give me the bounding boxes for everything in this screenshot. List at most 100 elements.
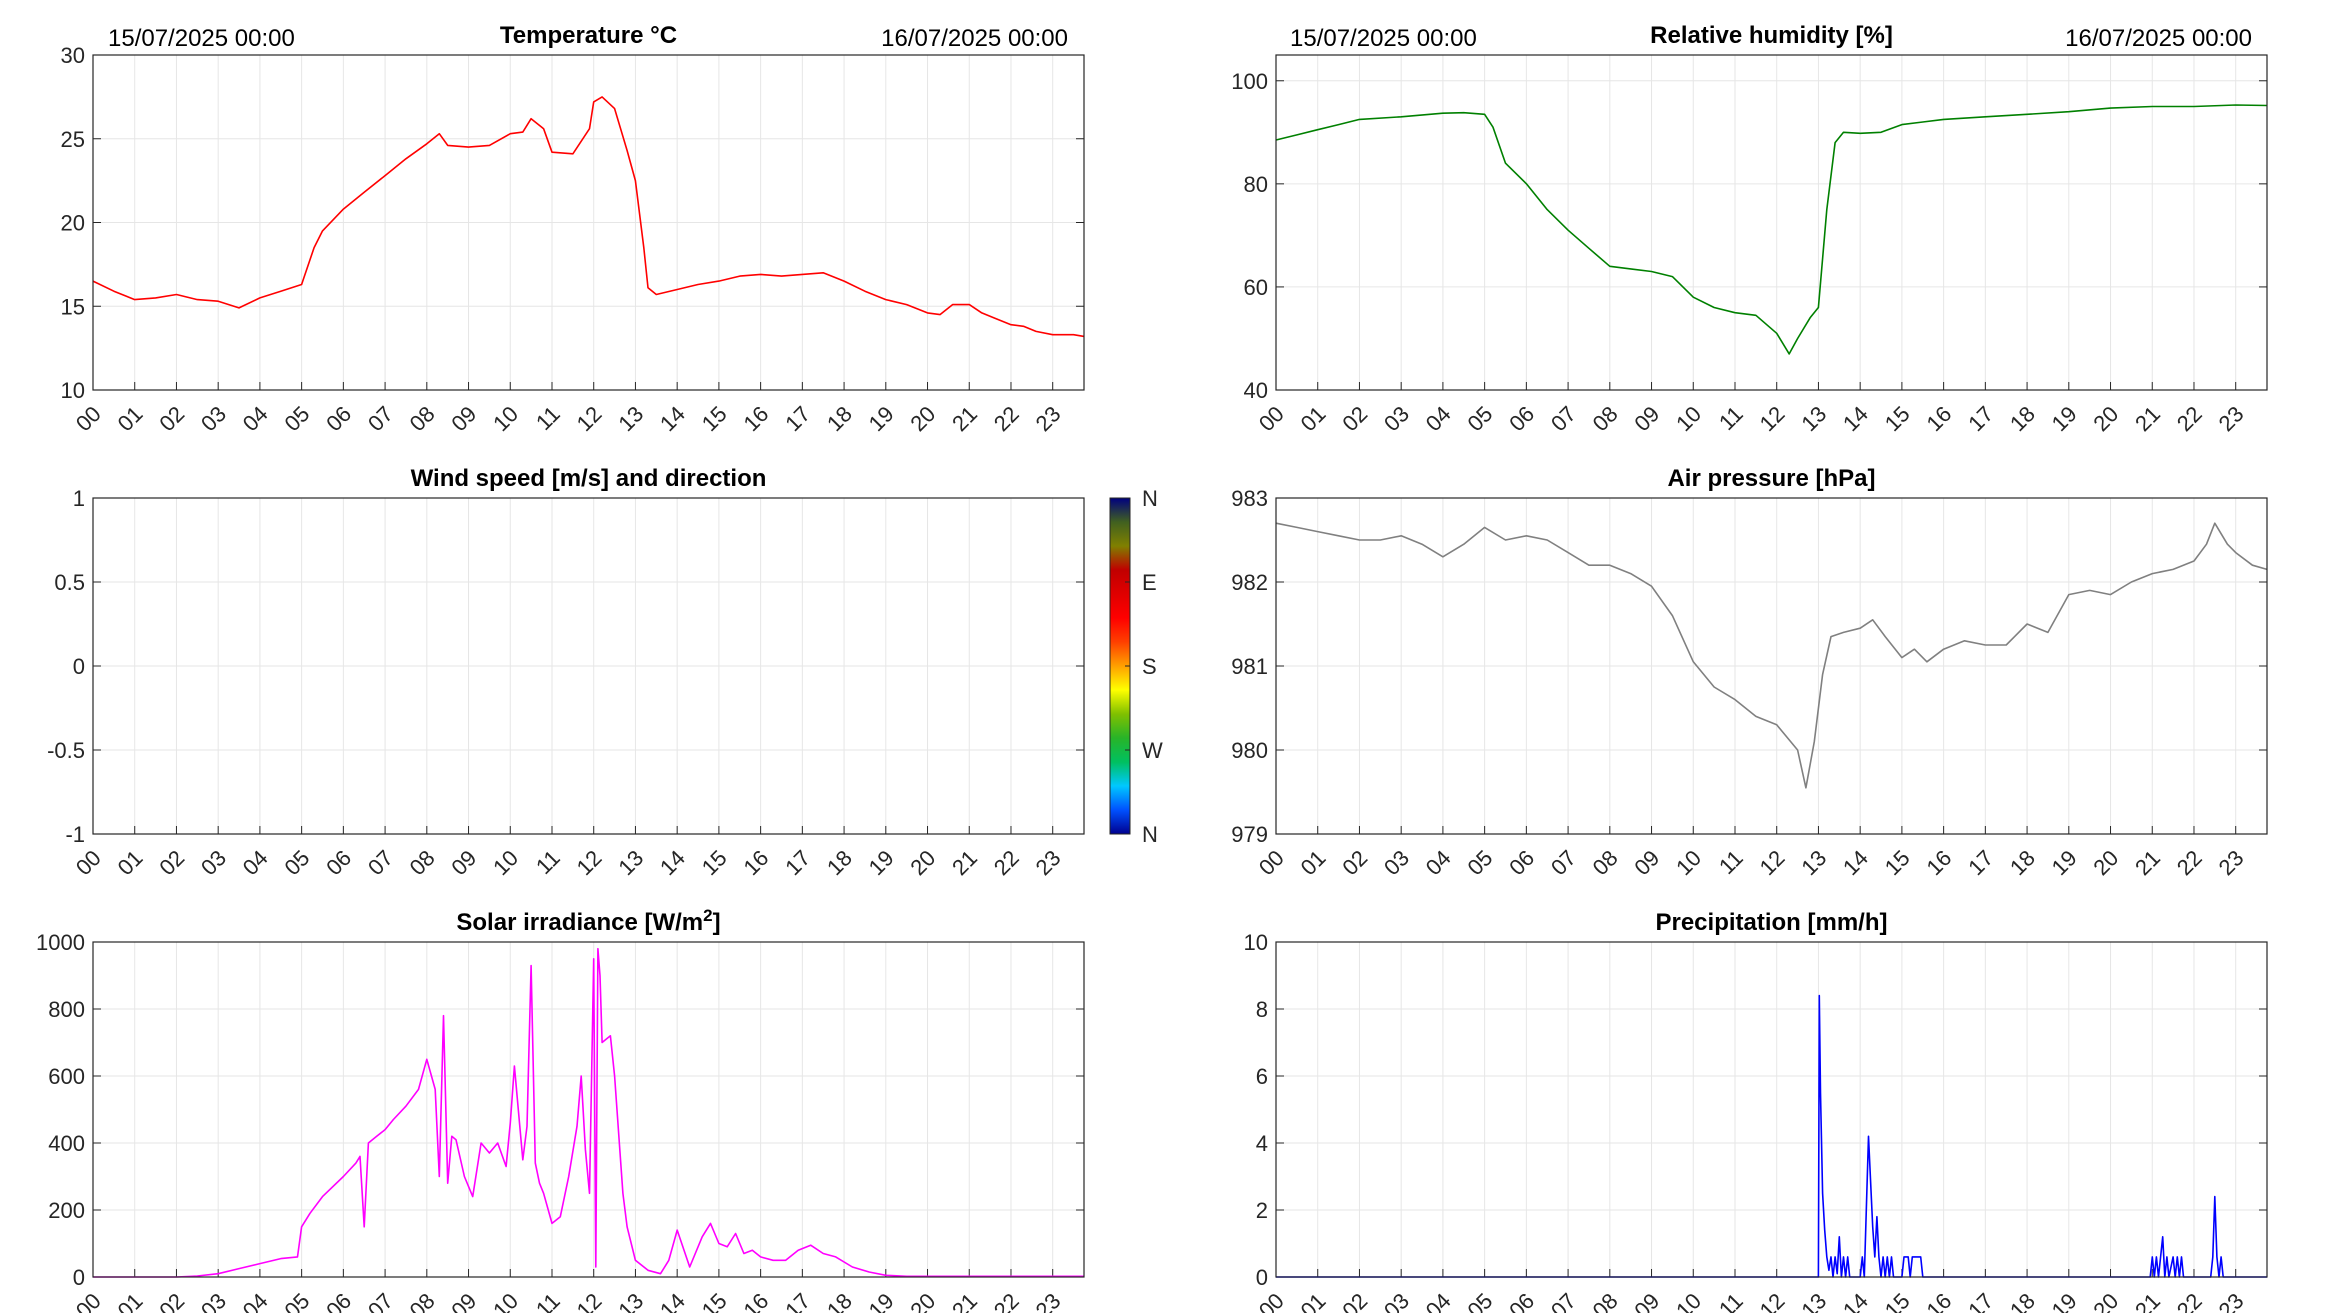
- temperature-xtick-label: 06: [321, 401, 356, 436]
- temperature-xtick-label: 23: [1031, 401, 1066, 436]
- solar-xtick-label: 09: [446, 1288, 481, 1313]
- precipitation-xtick-label: 22: [2172, 1288, 2207, 1313]
- temperature-xtick-label: 01: [113, 401, 148, 436]
- temperature-xtick-label: 18: [822, 401, 857, 436]
- humidity-xtick-label: 02: [1337, 401, 1372, 436]
- wind-ytick-label: -0.5: [47, 738, 85, 763]
- solar-xtick-label: 23: [1031, 1288, 1066, 1313]
- precipitation-xtick-label: 05: [1462, 1288, 1497, 1313]
- pressure-xtick-label: 08: [1588, 845, 1623, 880]
- wind-xtick-label: 08: [405, 845, 440, 880]
- wind-xtick-label: 16: [738, 845, 773, 880]
- humidity-ytick-label: 40: [1244, 378, 1268, 403]
- temperature-xtick-label: 07: [363, 401, 398, 436]
- humidity-panel: 15/07/2025 00:00 16/07/2025 00:00 00 01 02…: [1231, 22, 2268, 436]
- solar-title-sup: 2: [703, 906, 712, 925]
- pressure-xtick-label: 20: [2088, 845, 2123, 880]
- humidity-date-end: 16/07/2025 00:00: [2065, 25, 2252, 52]
- solar-axes-frame: [92, 941, 1085, 1278]
- humidity-xtick-label: 20: [2088, 401, 2123, 436]
- temperature-xtick-label: 11: [531, 401, 565, 435]
- wind-xtick-label: 14: [655, 845, 690, 880]
- solar-xtick-label: 12: [572, 1288, 607, 1313]
- pressure-xtick-label: 14: [1838, 845, 1873, 880]
- temperature-xtick-label: 16: [738, 401, 773, 436]
- humidity-xtick-label: 22: [2172, 401, 2207, 436]
- solar-xtick-label: 08: [405, 1288, 440, 1313]
- precipitation-title: Precipitation [mm/h]: [1655, 909, 1887, 936]
- humidity-xtick-label: 05: [1462, 401, 1497, 436]
- temperature-axes-frame: [92, 54, 1085, 391]
- pressure-xtick-label: 12: [1755, 845, 1790, 880]
- pressure-xtick-label: 15: [1880, 845, 1915, 880]
- temperature-ytick-label: 25: [61, 127, 85, 152]
- precipitation-xtick-label: 02: [1337, 1288, 1372, 1313]
- wind-xtick-label: 06: [321, 845, 356, 880]
- humidity-xtick-label: 03: [1379, 401, 1414, 436]
- humidity-xtick-label: 12: [1755, 401, 1790, 436]
- solar-xtick-label: 00: [71, 1288, 106, 1313]
- pressure-xtick-label: 01: [1296, 845, 1331, 880]
- solar-xtick-label: 10: [488, 1288, 523, 1313]
- pressure-xtick-label: 17: [1963, 845, 1998, 880]
- solar-xtick-label: 16: [738, 1288, 773, 1313]
- temperature-date-start: 15/07/2025 00:00: [108, 25, 295, 52]
- humidity-xtick-label: 19: [2047, 401, 2082, 436]
- pressure-xtick-label: 05: [1462, 845, 1497, 880]
- humidity-ytick-label: 100: [1231, 69, 1268, 94]
- pressure-ytick-label: 979: [1231, 822, 1268, 847]
- solar-xtick-label: 19: [864, 1288, 899, 1313]
- solar-ytick-label: 200: [48, 1198, 85, 1223]
- temperature-xtick-label: 13: [613, 401, 648, 436]
- solar-xtick-label: 20: [905, 1288, 940, 1313]
- wind-xtick-label: 23: [1031, 845, 1066, 880]
- precipitation-xtick-label: 07: [1546, 1288, 1581, 1313]
- precipitation-xtick-label: 18: [2005, 1288, 2040, 1313]
- temperature-xtick-label: 04: [238, 401, 273, 436]
- pressure-xtick-label: 11: [1714, 845, 1748, 879]
- humidity-axes-frame: [1275, 54, 2268, 391]
- temperature-xtick-label: 02: [154, 401, 189, 436]
- temperature-panel: 15/07/2025 00:00 16/07/2025 00:00 00 01 02…: [61, 22, 1085, 436]
- temperature-xtick-label: 00: [71, 401, 106, 436]
- humidity-xtick-label: 08: [1588, 401, 1623, 436]
- humidity-xtick-label: 16: [1921, 401, 1956, 436]
- humidity-title: Relative humidity [%]: [1650, 22, 1893, 49]
- humidity-xtick-label: 21: [2130, 401, 2165, 436]
- temperature-ytick-label: 15: [61, 294, 85, 319]
- precipitation-ytick-label: 10: [1244, 930, 1268, 955]
- precipitation-xtick-label: 16: [1921, 1288, 1956, 1313]
- solar-xtick-label: 06: [321, 1288, 356, 1313]
- pressure-title: Air pressure [hPa]: [1667, 465, 1875, 492]
- temperature-ytick-label: 30: [61, 43, 85, 68]
- temperature-series-line: [92, 96, 1085, 338]
- pressure-xtick-label: 23: [2214, 845, 2249, 880]
- precipitation-ytick-label: 8: [1256, 997, 1268, 1022]
- wind-xtick-label: 09: [446, 845, 481, 880]
- solar-ytick-label: 0: [73, 1265, 85, 1290]
- humidity-xtick-label: 04: [1421, 401, 1456, 436]
- solar-ytick-label: 800: [48, 997, 85, 1022]
- humidity-ytick-label: 60: [1244, 275, 1268, 300]
- humidity-series-line: [1275, 104, 2268, 355]
- humidity-ytick-label: 80: [1244, 172, 1268, 197]
- wind-ytick-label: 0: [73, 654, 85, 679]
- precipitation-xtick-label: 15: [1880, 1288, 1915, 1313]
- solar-series-line: [93, 947, 1084, 1278]
- precipitation-xtick-label: 11: [1714, 1288, 1748, 1313]
- humidity-xtick-label: 17: [1963, 401, 1998, 436]
- pressure-xtick-label: 18: [2005, 845, 2040, 880]
- solar-xtick-label: 22: [989, 1288, 1024, 1313]
- solar-xtick-label: 21: [947, 1288, 982, 1313]
- wind-xtick-label: 10: [488, 845, 523, 880]
- precipitation-xtick-label: 09: [1629, 1288, 1664, 1313]
- precipitation-xtick-label: 06: [1504, 1288, 1539, 1313]
- precipitation-ytick-label: 4: [1256, 1131, 1268, 1156]
- precipitation-ytick-label: 0: [1256, 1265, 1268, 1290]
- humidity-xtick-label: 00: [1254, 401, 1289, 436]
- temperature-xtick-label: 03: [196, 401, 231, 436]
- precipitation-xtick-label: 19: [2047, 1288, 2082, 1313]
- wind-ytick-label: 0.5: [54, 570, 85, 595]
- precipitation-xtick-label: 08: [1588, 1288, 1623, 1313]
